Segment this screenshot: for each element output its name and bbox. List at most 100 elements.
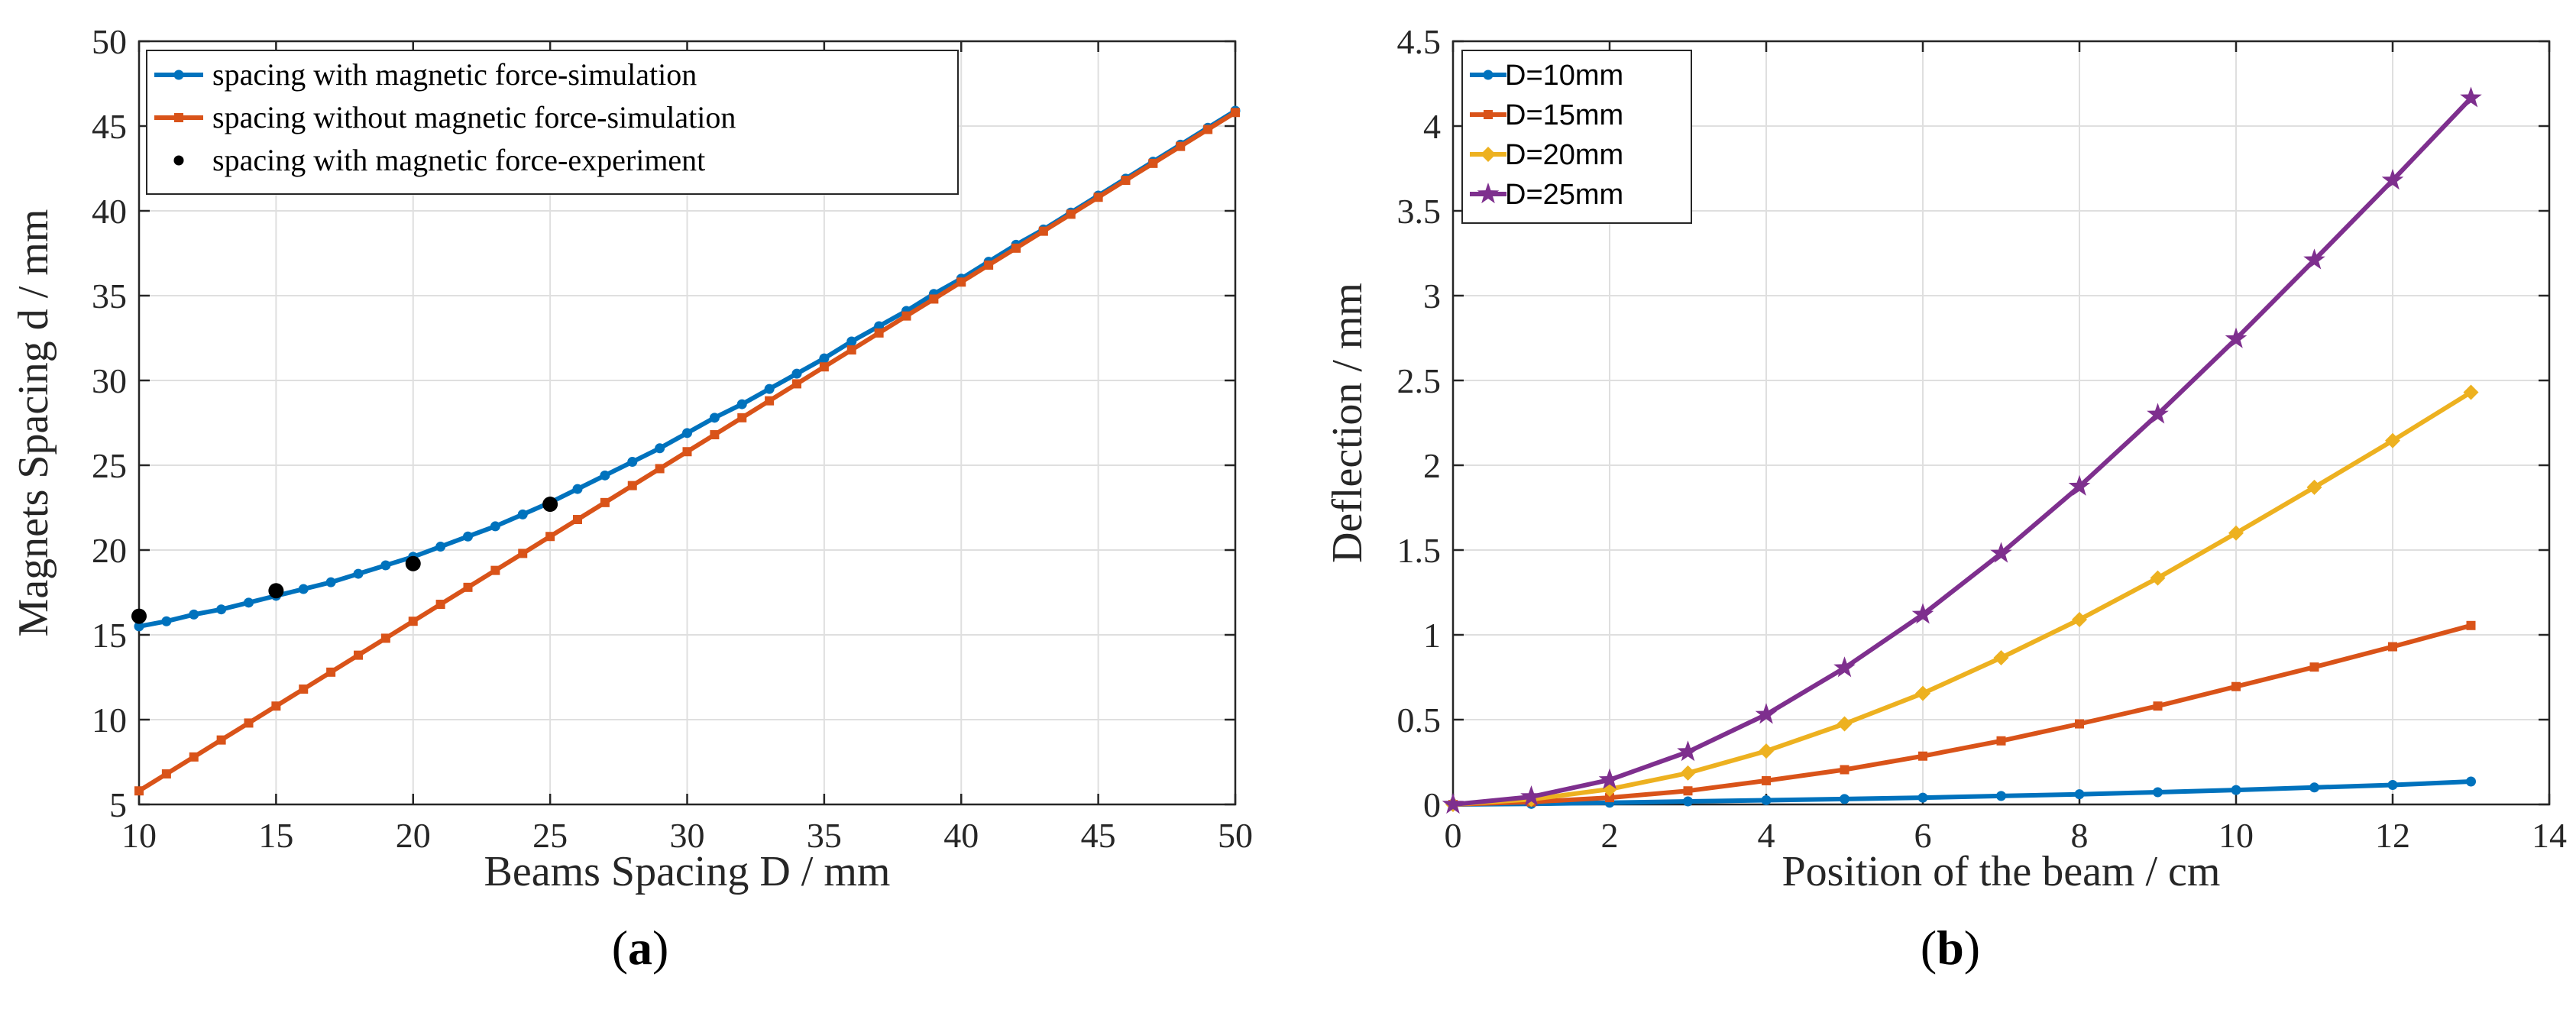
data-point <box>463 531 473 542</box>
y-axis-title: Deflection / mm <box>1324 283 1371 563</box>
data-point <box>490 565 500 575</box>
y-tick-label: 4.5 <box>1397 22 1442 61</box>
data-point <box>655 443 665 454</box>
data-point <box>1918 751 1927 761</box>
legend-label: spacing with magnetic force-experiment <box>212 143 705 177</box>
data-point <box>353 568 364 579</box>
data-point <box>1911 603 1934 624</box>
data-point <box>573 515 582 525</box>
y-tick-labels: 0 0.5 1 1.5 2 2.5 3 3.5 4 4.5 <box>1397 22 2549 824</box>
data-point <box>2303 248 2325 270</box>
data-point <box>2153 701 2163 711</box>
data-point <box>682 428 692 439</box>
data-point <box>131 608 147 624</box>
data-point <box>2225 327 2248 348</box>
x-tick-label: 20 <box>396 816 431 855</box>
legend-marker <box>173 155 184 166</box>
data-point <box>1762 775 1771 785</box>
data-point <box>846 345 856 355</box>
data-point <box>2153 787 2163 798</box>
data-point <box>846 336 857 347</box>
legend-label: spacing without magnetic force-simulatio… <box>212 100 736 134</box>
caption-letter: b <box>1937 921 1964 975</box>
x-tick-label: 0 <box>1445 816 1462 855</box>
series-4 <box>1442 86 2482 814</box>
y-tick-label: 25 <box>92 446 127 485</box>
x-tick-label: 12 <box>2375 816 2410 855</box>
data-point <box>542 497 558 513</box>
panel-caption: (a) <box>612 921 669 975</box>
data-point <box>244 718 254 728</box>
data-point <box>545 532 555 542</box>
data-point <box>1683 786 1693 796</box>
legend: spacing with magnetic force-simulation sp… <box>146 50 959 195</box>
x-tick-labels: 10 15 20 25 30 35 40 45 50 <box>121 41 1253 855</box>
data-point <box>2074 789 2085 800</box>
y-tick-label: 3.5 <box>1397 192 1442 231</box>
x-tick-label: 40 <box>943 816 979 855</box>
data-point <box>600 470 610 481</box>
data-point <box>518 549 528 558</box>
series-line <box>1452 779 2471 807</box>
legend-marker <box>173 70 184 80</box>
y-tick-label: 0 <box>1423 785 1441 824</box>
x-tick-labels: 0 2 4 6 8 10 12 14 <box>1445 41 2567 855</box>
data-point <box>1837 716 1853 732</box>
data-point <box>2075 719 2084 729</box>
data-point <box>435 600 445 610</box>
data-point <box>600 497 610 507</box>
legend-box <box>146 50 959 195</box>
series-line <box>1452 96 2473 807</box>
data-point <box>2147 403 2169 424</box>
data-point <box>572 484 583 494</box>
y-tick-labels: 5 10 15 20 25 30 35 40 45 50 <box>92 22 1235 824</box>
data-point <box>405 555 421 571</box>
data-point <box>1011 243 1021 253</box>
data-point <box>1093 193 1103 202</box>
axes-box <box>1451 40 2551 806</box>
x-tick-label: 50 <box>1218 816 1253 855</box>
legend-label: D=20mm <box>1505 139 1623 171</box>
data-point <box>463 582 473 592</box>
legend-label: D=25mm <box>1505 179 1623 211</box>
data-point <box>2309 662 2319 672</box>
data-point <box>1203 125 1213 134</box>
data-point <box>764 384 775 394</box>
data-point <box>216 604 227 615</box>
legend-marker <box>1481 147 1496 162</box>
y-tick-label: 30 <box>92 361 127 400</box>
data-point <box>271 701 281 711</box>
data-point <box>655 464 665 474</box>
x-tick-label: 4 <box>1758 816 1775 855</box>
data-point <box>2150 570 2166 586</box>
legend-item: D=10mm <box>1470 60 1623 92</box>
data-point <box>929 294 939 304</box>
data-point <box>682 447 692 457</box>
data-point <box>1915 685 1930 701</box>
data-point <box>326 667 336 677</box>
data-point <box>1680 765 1696 781</box>
legend-marker <box>1483 70 1493 80</box>
data-point <box>2466 776 2476 787</box>
y-tick-label: 3 <box>1423 277 1441 316</box>
data-point <box>627 457 638 468</box>
data-point <box>1993 649 2009 665</box>
data-point <box>161 769 171 779</box>
data-point <box>216 735 226 745</box>
data-point <box>819 362 829 372</box>
data-point <box>1231 108 1240 118</box>
x-tick-label: 15 <box>258 816 293 855</box>
data-point <box>1066 209 1076 219</box>
data-point <box>765 396 775 406</box>
legend-item: spacing with magnetic force-experiment <box>173 143 705 177</box>
data-point <box>299 685 309 694</box>
data-point <box>380 560 391 571</box>
data-point <box>354 650 363 660</box>
y-tick-label: 50 <box>92 22 127 61</box>
y-tick-label: 15 <box>92 616 127 655</box>
y-tick-label: 40 <box>92 192 127 231</box>
legend-marker <box>1484 110 1493 119</box>
data-point <box>268 583 284 599</box>
x-axis-title: Position of the beam / cm <box>1782 848 2221 895</box>
legend-marker <box>1477 183 1500 204</box>
